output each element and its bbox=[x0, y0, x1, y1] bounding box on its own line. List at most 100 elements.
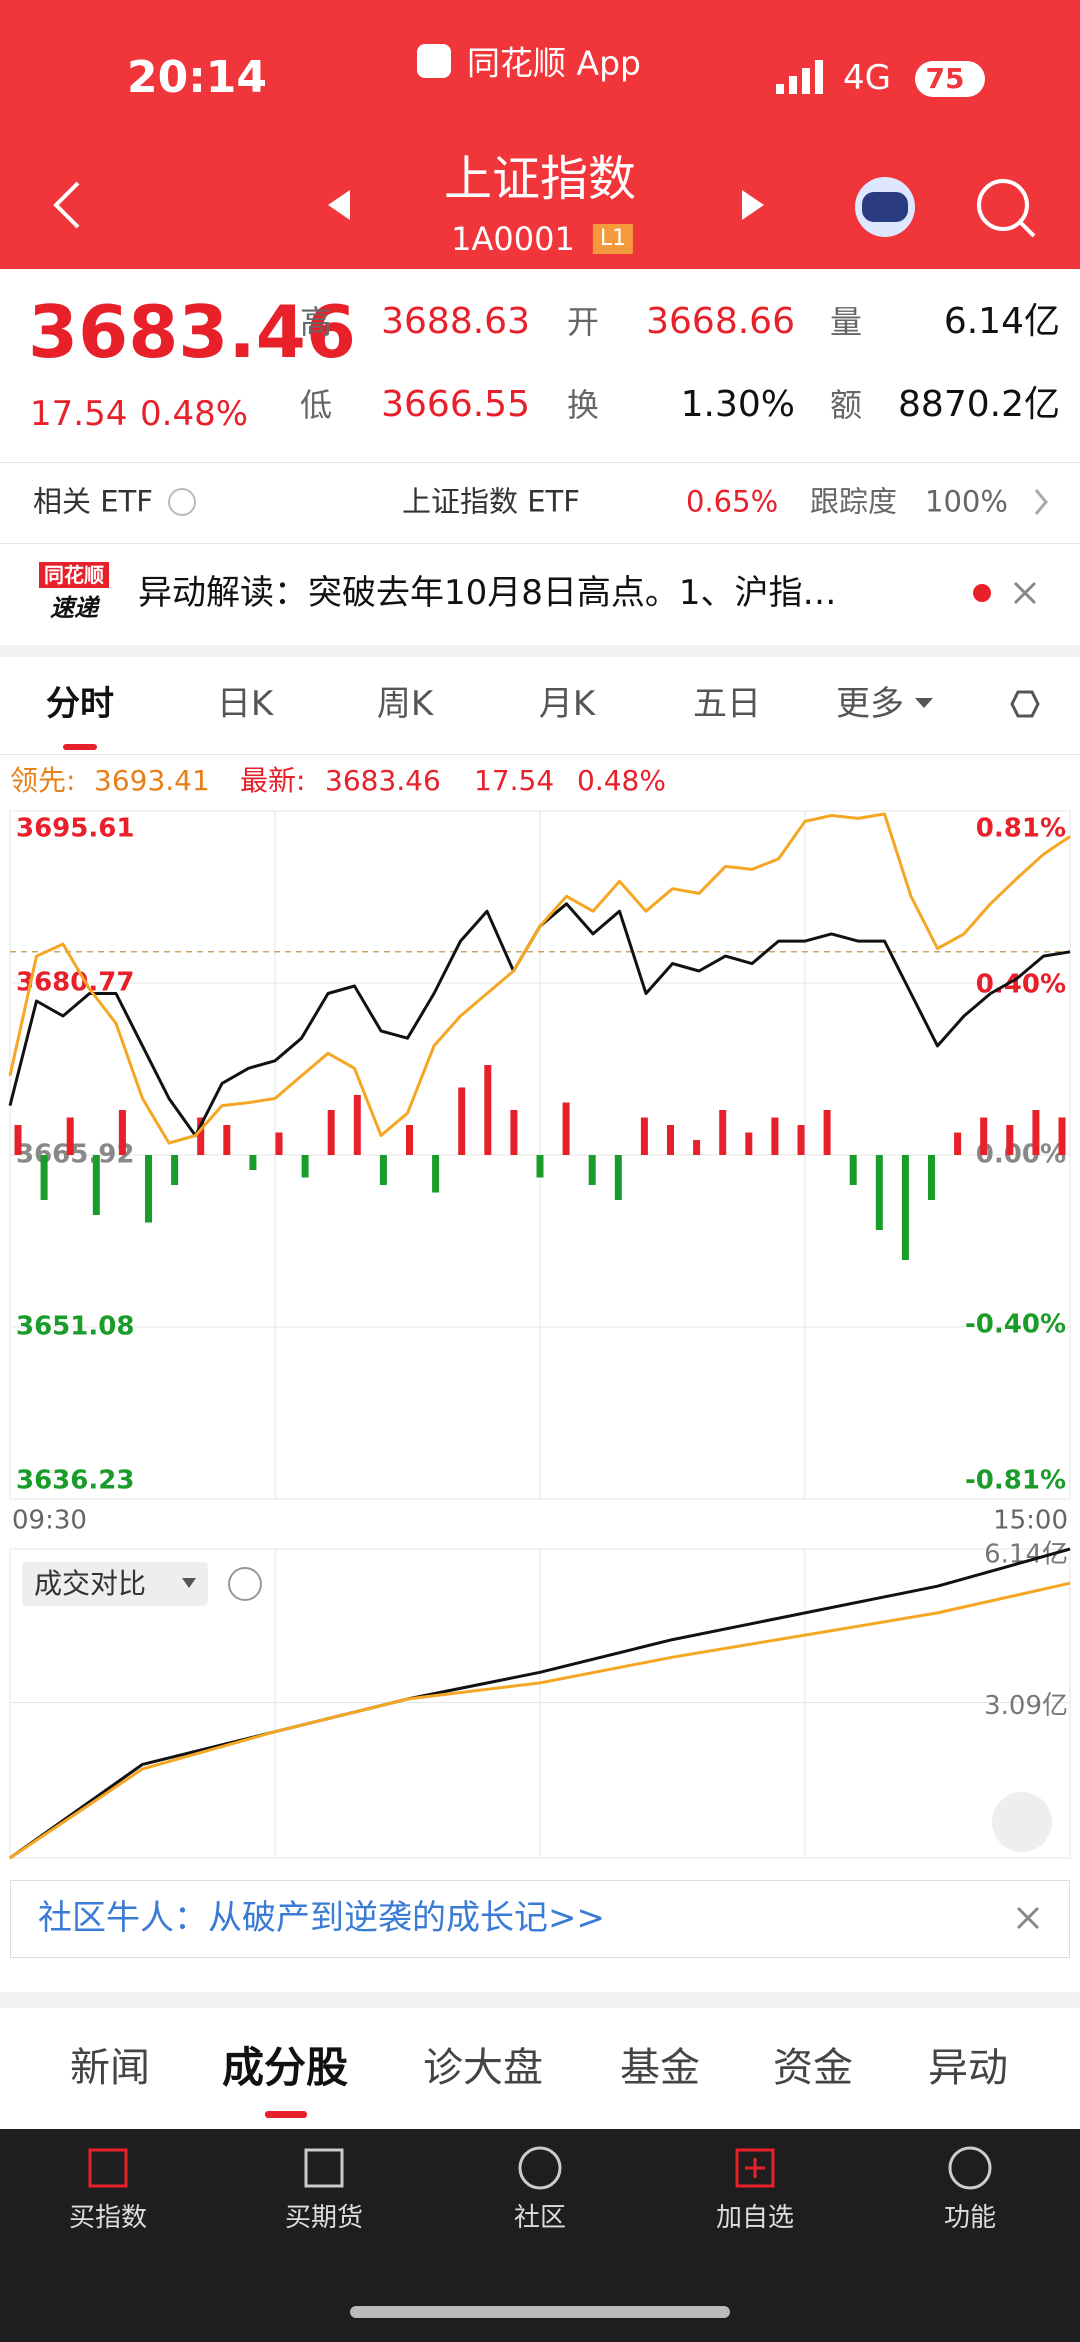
volume-bar bbox=[353, 1095, 361, 1155]
status-app: 同花顺 App bbox=[467, 43, 641, 83]
y-tick-label: 3695.61 bbox=[16, 814, 134, 844]
etf-label[interactable]: 相关 ETF bbox=[33, 484, 153, 519]
volume-bar bbox=[92, 1155, 100, 1215]
latest-label: 最新: bbox=[240, 764, 306, 797]
chart-tab[interactable]: 月K bbox=[538, 684, 596, 724]
y2-tick-label: -0.40% bbox=[965, 1309, 1066, 1339]
volume-bar bbox=[771, 1117, 779, 1155]
volume-bar bbox=[1058, 1117, 1066, 1155]
battery bbox=[915, 61, 985, 97]
battery-level: 75 bbox=[925, 62, 965, 95]
stat-value: 1.30% bbox=[680, 384, 795, 425]
volume-bar bbox=[797, 1125, 805, 1155]
volume-bar bbox=[379, 1155, 387, 1185]
volume-bar bbox=[745, 1132, 753, 1155]
promo-box[interactable] bbox=[10, 1880, 1070, 1958]
chart-tab[interactable]: 更多 bbox=[836, 684, 904, 724]
y-tick-label: 3651.08 bbox=[16, 1311, 134, 1341]
logo-bottom: 速递 bbox=[50, 594, 98, 622]
promo-text[interactable]: 社区牛人：从破产到逆袭的成长记>> bbox=[38, 1898, 605, 1938]
etf-name[interactable]: 上证指数 ETF bbox=[402, 484, 580, 519]
volume-bar bbox=[667, 1125, 674, 1155]
status-network: 4G bbox=[843, 58, 891, 98]
volume-bar bbox=[693, 1140, 701, 1155]
lead-label: 领先: bbox=[10, 764, 76, 797]
chart-tab[interactable]: 五日 bbox=[693, 684, 761, 724]
dropdown[interactable] bbox=[22, 1562, 208, 1606]
expand-button[interactable] bbox=[992, 1792, 1052, 1852]
home-indicator bbox=[350, 2306, 730, 2318]
latest-change: 17.54 bbox=[474, 764, 555, 797]
latest-pct: 0.48% bbox=[577, 764, 666, 797]
volume-bar bbox=[118, 1110, 126, 1155]
stat-label: 开 bbox=[567, 303, 600, 341]
back-arrow[interactable] bbox=[53, 181, 80, 229]
prev-arrow[interactable] bbox=[328, 190, 350, 220]
bottom-tab[interactable]: 异动 bbox=[928, 2045, 1008, 2091]
chevron[interactable] bbox=[1034, 489, 1048, 515]
volume-bar bbox=[327, 1110, 335, 1155]
tracking-label: 跟踪度 bbox=[810, 484, 898, 519]
volume-bar bbox=[145, 1155, 152, 1223]
etf-change: 0.65% bbox=[686, 484, 779, 519]
y-tick-label: 3636.23 bbox=[16, 1466, 134, 1496]
nav-label[interactable]: 功能 bbox=[943, 2203, 997, 2233]
volume-bar bbox=[406, 1125, 413, 1155]
nav-label[interactable]: 买期货 bbox=[284, 2203, 364, 2233]
x-tick-label: 09:30 bbox=[12, 1506, 87, 1536]
volume-bar bbox=[928, 1155, 935, 1200]
close-icon[interactable] bbox=[1016, 1906, 1040, 1930]
tab-underline bbox=[265, 2111, 307, 2118]
series-line bbox=[9, 1547, 1071, 1860]
y-tick-label: 3.09亿 bbox=[984, 1691, 1068, 1721]
volume-bar bbox=[510, 1110, 518, 1155]
bottom-tab[interactable]: 基金 bbox=[620, 2045, 700, 2091]
volume-bar bbox=[197, 1117, 205, 1155]
stat-label: 额 bbox=[830, 386, 863, 424]
help-icon[interactable] bbox=[168, 488, 196, 516]
stat-value: 3668.66 bbox=[646, 301, 795, 342]
volume-bar bbox=[484, 1065, 492, 1155]
series-line bbox=[8, 812, 1071, 1145]
volume-bar bbox=[171, 1155, 179, 1185]
news-dot bbox=[973, 584, 991, 602]
settings-icon[interactable] bbox=[1010, 690, 1040, 718]
dropdown-caret bbox=[182, 1578, 196, 1588]
chart-tab[interactable]: 日K bbox=[216, 684, 274, 724]
gap bbox=[0, 1992, 1080, 2008]
stat-label: 高 bbox=[300, 303, 333, 341]
volume-bar bbox=[640, 1117, 648, 1155]
bottom-tab[interactable]: 新闻 bbox=[70, 2045, 150, 2091]
news-text[interactable]: 异动解读：突破去年10月8日高点。1、沪指… bbox=[138, 573, 837, 613]
nav-label[interactable]: 买指数 bbox=[68, 2203, 148, 2233]
header-code: 1A0001 bbox=[451, 220, 575, 258]
bottom-tab[interactable]: 资金 bbox=[773, 2045, 853, 2091]
chart-tab[interactable]: 周K bbox=[376, 684, 434, 724]
chart2-title[interactable]: 成交对比 bbox=[34, 1567, 147, 1600]
divider bbox=[0, 543, 1080, 544]
stat-label: 量 bbox=[830, 303, 863, 341]
bottom-tab[interactable]: 成分股 bbox=[221, 2043, 349, 2092]
app-icon bbox=[417, 44, 451, 78]
volume-bar bbox=[588, 1155, 596, 1185]
logo-top: 同花顺 bbox=[39, 562, 109, 588]
close-icon[interactable] bbox=[1013, 581, 1037, 605]
divider bbox=[0, 754, 1080, 755]
gap bbox=[0, 645, 1080, 657]
volume-bar bbox=[954, 1132, 962, 1155]
header-icons bbox=[53, 179, 1036, 238]
search-icon[interactable] bbox=[977, 179, 1029, 231]
nav-label[interactable]: 加自选 bbox=[715, 2203, 795, 2233]
bottom-tab[interactable]: 诊大盘 bbox=[423, 2045, 543, 2091]
nav-label[interactable]: 社区 bbox=[513, 2203, 567, 2233]
signal-icon bbox=[776, 60, 823, 94]
next-arrow[interactable] bbox=[742, 190, 764, 220]
volume-bar bbox=[849, 1155, 857, 1185]
x-tick-label: 15:00 bbox=[993, 1506, 1068, 1536]
stat-value: 3688.63 bbox=[381, 301, 530, 342]
volume-bar bbox=[901, 1155, 909, 1260]
help-icon[interactable] bbox=[228, 1567, 262, 1601]
y-tick-label: 3665.92 bbox=[16, 1140, 134, 1170]
stat-value: 8870.2亿 bbox=[898, 384, 1060, 425]
chart-tab[interactable]: 分时 bbox=[46, 684, 114, 724]
